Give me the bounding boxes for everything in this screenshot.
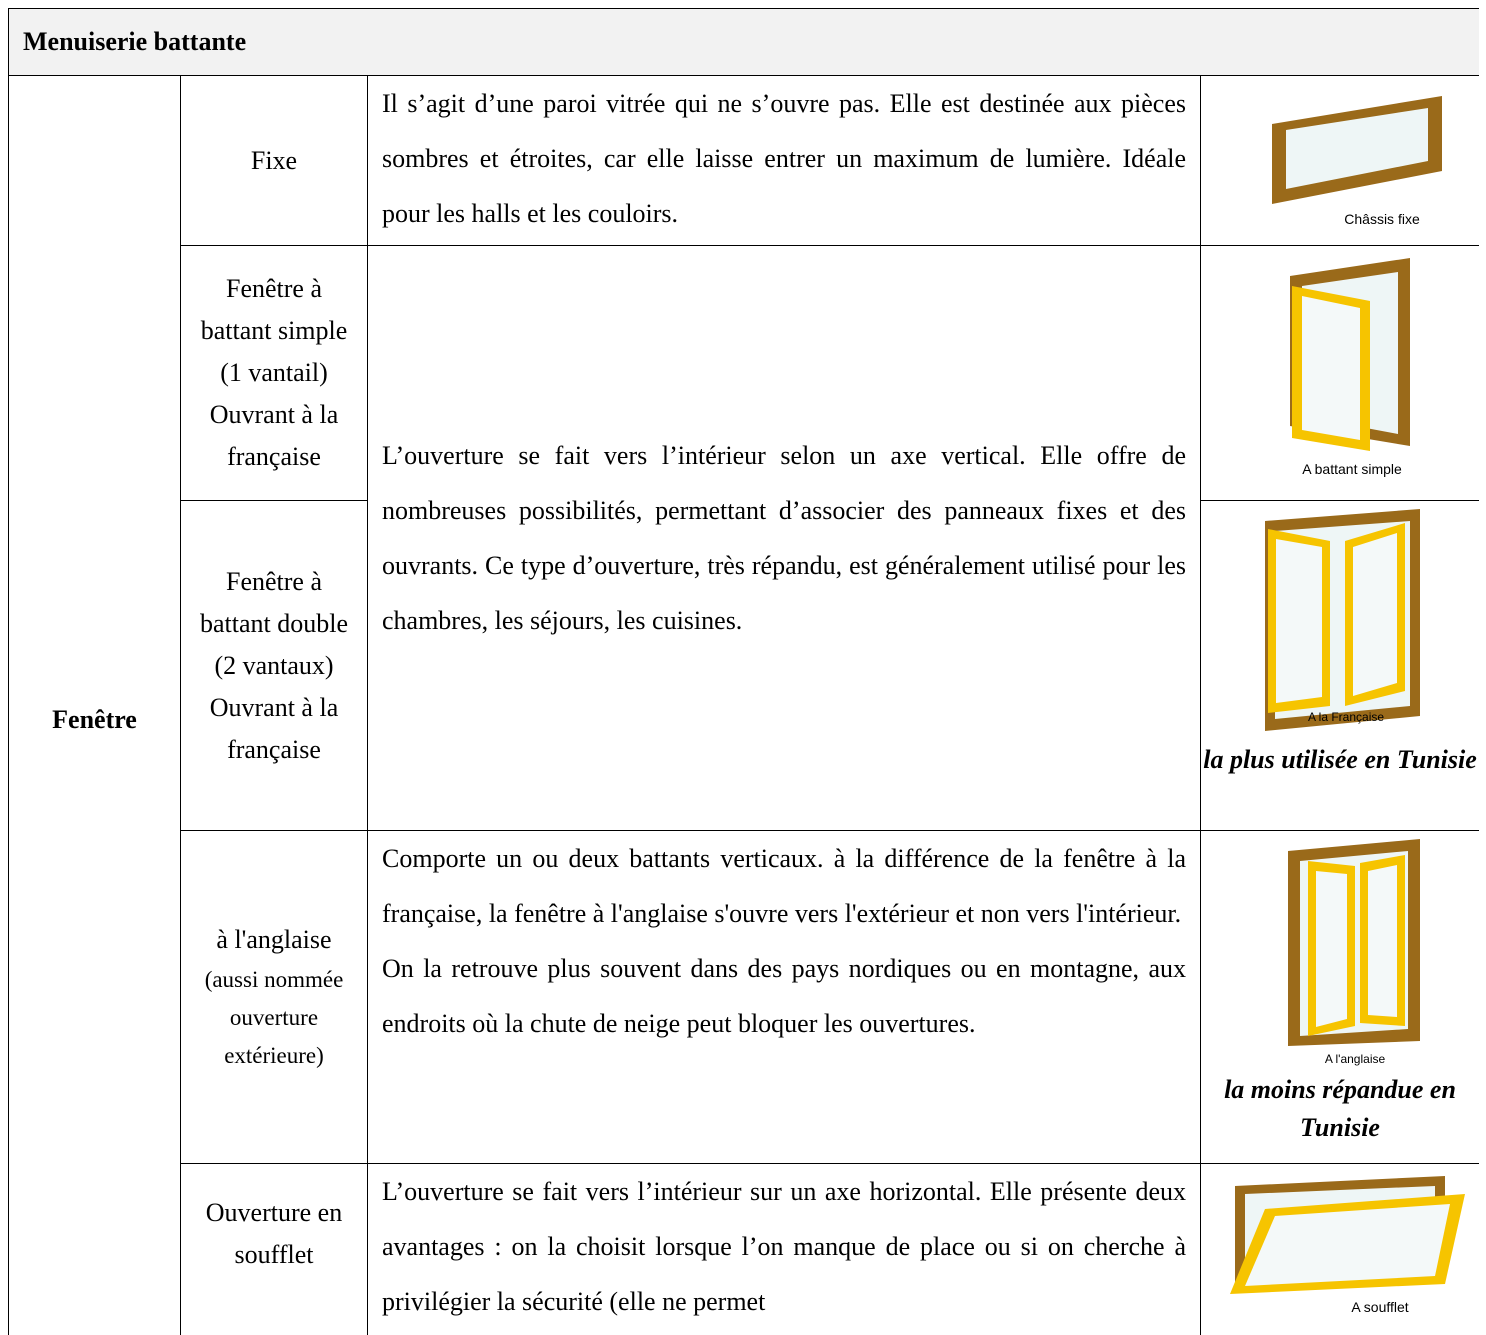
image-caption: A soufflet bbox=[1351, 1299, 1408, 1315]
description: L’ouverture se fait vers l’intérieur sur… bbox=[367, 1163, 1201, 1335]
table: Menuiserie battante Fenêtre Fixe Il s’ag… bbox=[8, 8, 1479, 1335]
window-icon: Châssis fixe bbox=[1272, 96, 1442, 227]
type: à l'anglaise (aussi nommée ouverture exté… bbox=[180, 830, 368, 1164]
type: Fixe bbox=[180, 75, 368, 246]
image-caption: A battant simple bbox=[1302, 461, 1402, 477]
image-cell: A la Française la plus utilisée en Tunis… bbox=[1200, 500, 1479, 831]
note: la plus utilisée en Tunisie bbox=[1203, 745, 1477, 774]
image-caption: A la Française bbox=[1308, 710, 1384, 724]
header-title: Menuiserie battante bbox=[8, 8, 1479, 76]
image-cell: A soufflet bbox=[1200, 1163, 1479, 1335]
paragraph: Il s’agit d’une paroi vitrée qui ne s’ou… bbox=[382, 89, 1186, 228]
paragraph: L’ouverture se fait vers l’intérieur sel… bbox=[382, 441, 1186, 635]
image-cell: A battant simple bbox=[1200, 245, 1479, 501]
image-caption: Châssis fixe bbox=[1344, 211, 1420, 227]
window-icon: A l'anglaise bbox=[1288, 839, 1420, 1066]
type-note: (aussi nommée ouverture extérieure) bbox=[204, 967, 344, 1068]
group-label: Fenêtre bbox=[8, 75, 181, 1335]
window-icon: A soufflet bbox=[1230, 1176, 1465, 1315]
paragraph: L’ouverture se fait vers l’intérieur sur… bbox=[382, 1177, 1186, 1316]
description: Il s’agit d’une paroi vitrée qui ne s’ou… bbox=[367, 75, 1201, 246]
paragraph: Comporte un ou deux battants verticaux. … bbox=[382, 844, 1186, 928]
paragraph: On la retrouve plus souvent dans des pay… bbox=[382, 954, 1186, 1038]
type-main: à l'anglaise bbox=[216, 925, 332, 954]
window-icon: A battant simple bbox=[1290, 258, 1410, 477]
description: Comporte un ou deux battants verticaux. … bbox=[367, 830, 1201, 1164]
description: L’ouverture se fait vers l’intérieur sel… bbox=[367, 245, 1201, 831]
image-caption: A l'anglaise bbox=[1325, 1052, 1386, 1066]
window-icon: A la Française bbox=[1265, 509, 1420, 731]
image-cell: A l'anglaise la moins répandue en Tunisi… bbox=[1200, 830, 1479, 1164]
document: Menuiserie battante Fenêtre Fixe Il s’ag… bbox=[8, 8, 1479, 1335]
type: Fenêtre à battant simple (1 vantail) Ouv… bbox=[180, 245, 368, 501]
type: Fenêtre à battant double (2 vantaux) Ouv… bbox=[180, 500, 368, 831]
note: la moins répandue en Tunisie bbox=[1224, 1075, 1456, 1142]
type: Ouverture en soufflet bbox=[180, 1163, 368, 1335]
image-cell: Châssis fixe bbox=[1200, 75, 1479, 246]
